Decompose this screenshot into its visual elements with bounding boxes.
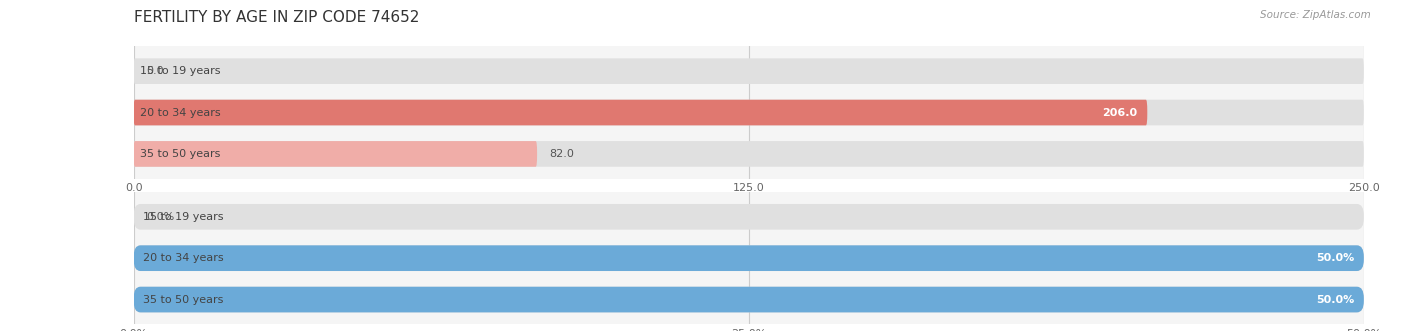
Text: 15 to 19 years: 15 to 19 years [143,212,224,222]
FancyBboxPatch shape [134,245,1364,271]
Text: 15 to 19 years: 15 to 19 years [141,66,221,76]
FancyBboxPatch shape [134,245,1364,271]
FancyBboxPatch shape [134,141,537,167]
Text: 20 to 34 years: 20 to 34 years [143,253,224,263]
FancyBboxPatch shape [134,100,1364,125]
FancyBboxPatch shape [134,58,1364,84]
FancyBboxPatch shape [134,204,1364,230]
Text: 82.0: 82.0 [550,149,574,159]
Text: 0.0: 0.0 [146,66,163,76]
FancyBboxPatch shape [134,287,1364,312]
Text: 35 to 50 years: 35 to 50 years [141,149,221,159]
Text: 35 to 50 years: 35 to 50 years [143,295,224,305]
FancyBboxPatch shape [134,100,1147,125]
Text: Source: ZipAtlas.com: Source: ZipAtlas.com [1260,10,1371,20]
FancyBboxPatch shape [134,287,1364,312]
FancyBboxPatch shape [134,141,1364,167]
Text: 50.0%: 50.0% [1316,295,1354,305]
Text: 206.0: 206.0 [1102,108,1137,118]
Text: 50.0%: 50.0% [1316,253,1354,263]
Text: FERTILITY BY AGE IN ZIP CODE 74652: FERTILITY BY AGE IN ZIP CODE 74652 [134,10,419,25]
Text: 20 to 34 years: 20 to 34 years [141,108,221,118]
Text: 0.0%: 0.0% [146,212,174,222]
